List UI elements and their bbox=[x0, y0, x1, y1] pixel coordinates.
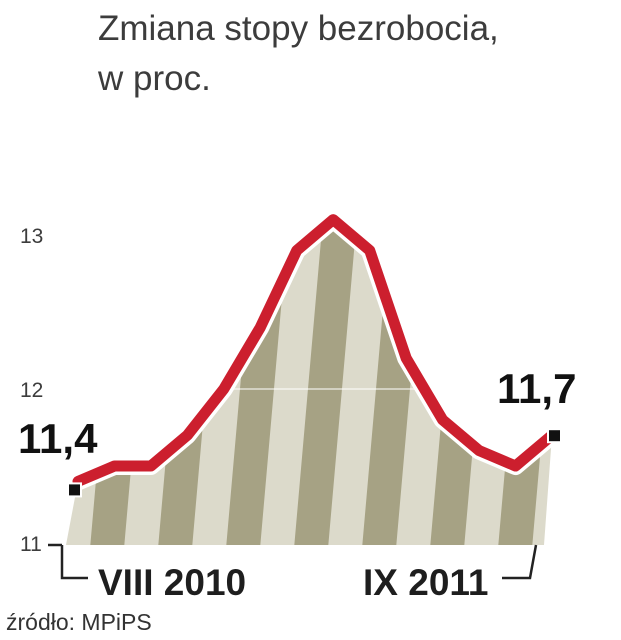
end-value-label: 11,7 bbox=[497, 365, 576, 412]
chart-title: Zmiana stopy bezrobocia, bbox=[98, 9, 499, 48]
end-point-marker bbox=[547, 428, 562, 444]
x-axis-bracket bbox=[60, 545, 88, 580]
x-axis-bracket-end bbox=[502, 544, 538, 580]
chart-subtitle: w proc. bbox=[97, 59, 211, 98]
x-label-start: VIII 2010 bbox=[98, 562, 246, 603]
y-tick-label-12: 12 bbox=[20, 379, 43, 402]
source-note: źródło: MPiPS bbox=[6, 609, 152, 635]
x-label-end: IX 2011 bbox=[363, 562, 489, 603]
y-tick-label-13: 13 bbox=[20, 225, 43, 248]
series-line bbox=[72, 214, 558, 487]
start-point-marker bbox=[67, 482, 82, 498]
start-value-label: 11,4 bbox=[18, 415, 98, 462]
y-axis: 11 12 13 bbox=[20, 225, 62, 556]
y-tick-label-11: 11 bbox=[20, 533, 42, 556]
